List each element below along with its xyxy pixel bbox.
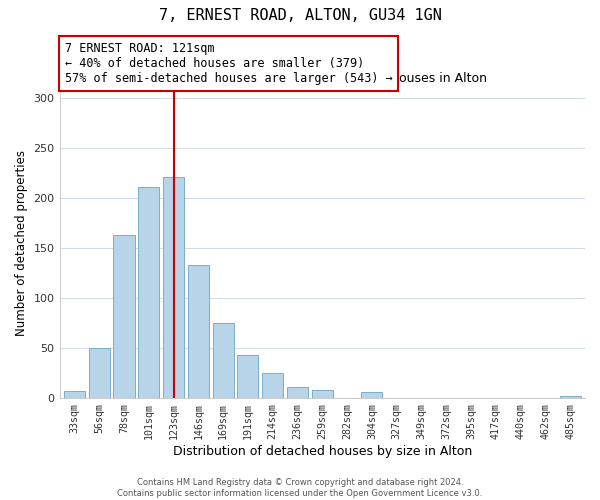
Bar	[238, 355, 259, 398]
Bar	[361, 392, 382, 398]
Bar	[138, 187, 160, 398]
Text: Contains HM Land Registry data © Crown copyright and database right 2024.
Contai: Contains HM Land Registry data © Crown c…	[118, 478, 482, 498]
Text: 7 ERNEST ROAD: 121sqm
← 40% of detached houses are smaller (379)
57% of semi-det: 7 ERNEST ROAD: 121sqm ← 40% of detached …	[65, 42, 392, 85]
Bar	[64, 391, 85, 398]
Bar	[188, 265, 209, 398]
Y-axis label: Number of detached properties: Number of detached properties	[15, 150, 28, 336]
Title: Size of property relative to detached houses in Alton: Size of property relative to detached ho…	[157, 72, 487, 86]
Bar	[287, 387, 308, 398]
Bar	[163, 177, 184, 398]
Bar	[113, 235, 134, 398]
Bar	[89, 348, 110, 398]
Bar	[262, 373, 283, 398]
Bar	[312, 390, 333, 398]
Bar	[560, 396, 581, 398]
X-axis label: Distribution of detached houses by size in Alton: Distribution of detached houses by size …	[173, 444, 472, 458]
Bar	[212, 323, 233, 398]
Text: 7, ERNEST ROAD, ALTON, GU34 1GN: 7, ERNEST ROAD, ALTON, GU34 1GN	[158, 8, 442, 22]
